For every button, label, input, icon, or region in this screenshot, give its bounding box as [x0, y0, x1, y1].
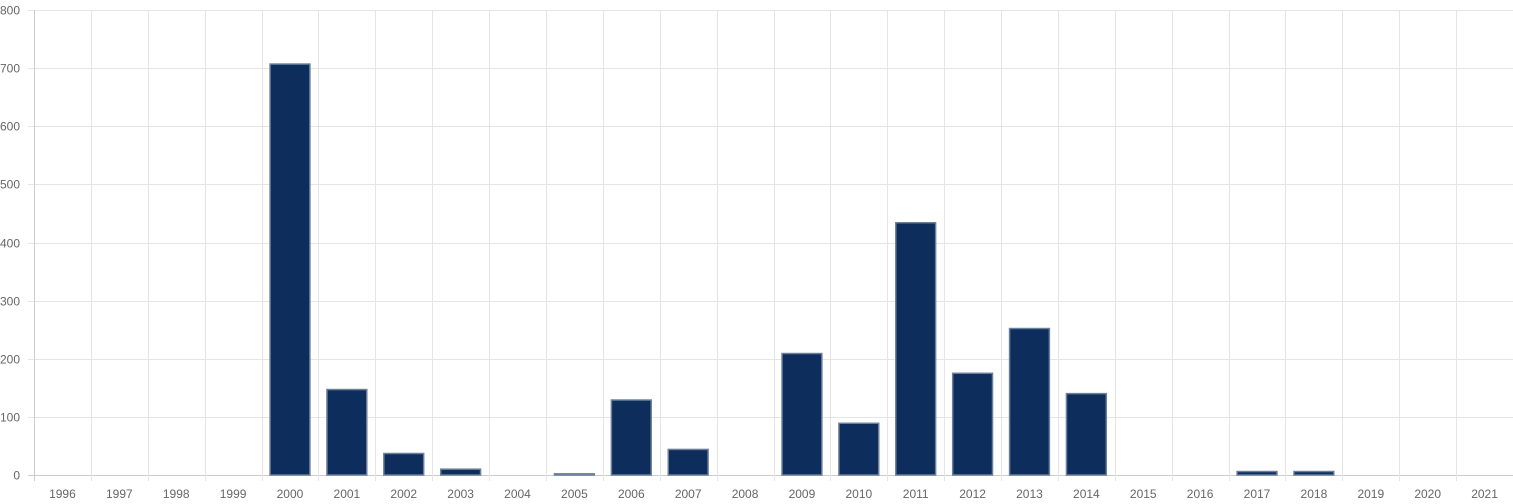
- x-tick-label: 2013: [1016, 487, 1043, 501]
- x-tick-label: 2020: [1414, 487, 1441, 501]
- x-tick-label: 2008: [732, 487, 759, 501]
- y-tick-label: 0: [13, 469, 20, 483]
- y-tick-label: 700: [0, 62, 20, 76]
- bar: [269, 63, 311, 476]
- bar: [1293, 470, 1335, 476]
- x-tick-label: 2007: [675, 487, 702, 501]
- bar: [383, 452, 425, 476]
- x-tick-label: 2003: [447, 487, 474, 501]
- y-tick-label: 100: [0, 411, 20, 425]
- x-tick-label: 2018: [1301, 487, 1328, 501]
- x-tick-label: 1997: [106, 487, 133, 501]
- x-tick-label: 2009: [789, 487, 816, 501]
- bar-layer: [269, 63, 1335, 476]
- x-tick-label: 2010: [845, 487, 872, 501]
- x-tick-label: 2015: [1130, 487, 1157, 501]
- x-tick-label: 1996: [49, 487, 76, 501]
- x-tick-label: 2014: [1073, 487, 1100, 501]
- bar: [951, 372, 994, 476]
- bar: [895, 221, 937, 476]
- x-tick-label: 2002: [390, 487, 417, 501]
- x-tick-label: 1998: [163, 487, 190, 501]
- x-tick-label: 2000: [277, 487, 304, 501]
- x-tick-label: 2011: [903, 487, 929, 501]
- x-tick-label: 2019: [1357, 487, 1384, 501]
- x-tick-label: 2017: [1244, 487, 1271, 501]
- bar: [838, 422, 880, 476]
- bar: [1236, 470, 1278, 476]
- x-tick-label: 2004: [504, 487, 531, 501]
- bar: [439, 468, 482, 476]
- bar: [326, 388, 368, 476]
- bar: [781, 352, 823, 476]
- label-layer: 0 100 200 300 400 500 600 700 800 1996 1997 1998 199…: [0, 4, 1498, 502]
- y-tick-label: 300: [0, 295, 20, 309]
- bar: [553, 473, 596, 476]
- grid-layer: [28, 10, 1513, 481]
- y-tick-label: 500: [0, 178, 20, 192]
- y-tick-label: 200: [0, 353, 20, 367]
- x-tick-label: 2001: [334, 487, 361, 501]
- x-tick-label: 1999: [220, 487, 247, 501]
- x-tick-label: 2021: [1471, 487, 1498, 501]
- x-tick-label: 2005: [561, 487, 588, 501]
- bar: [1008, 327, 1051, 476]
- y-tick-label: 400: [0, 237, 20, 251]
- y-tick-label: 600: [0, 120, 20, 134]
- x-tick-label: 2006: [618, 487, 645, 501]
- y-tick-label: 800: [0, 4, 20, 18]
- bar: [610, 399, 652, 476]
- x-tick-label: 2016: [1187, 487, 1214, 501]
- bar: [667, 448, 709, 476]
- x-tick-label: 2012: [959, 487, 986, 501]
- bar: [1065, 392, 1108, 476]
